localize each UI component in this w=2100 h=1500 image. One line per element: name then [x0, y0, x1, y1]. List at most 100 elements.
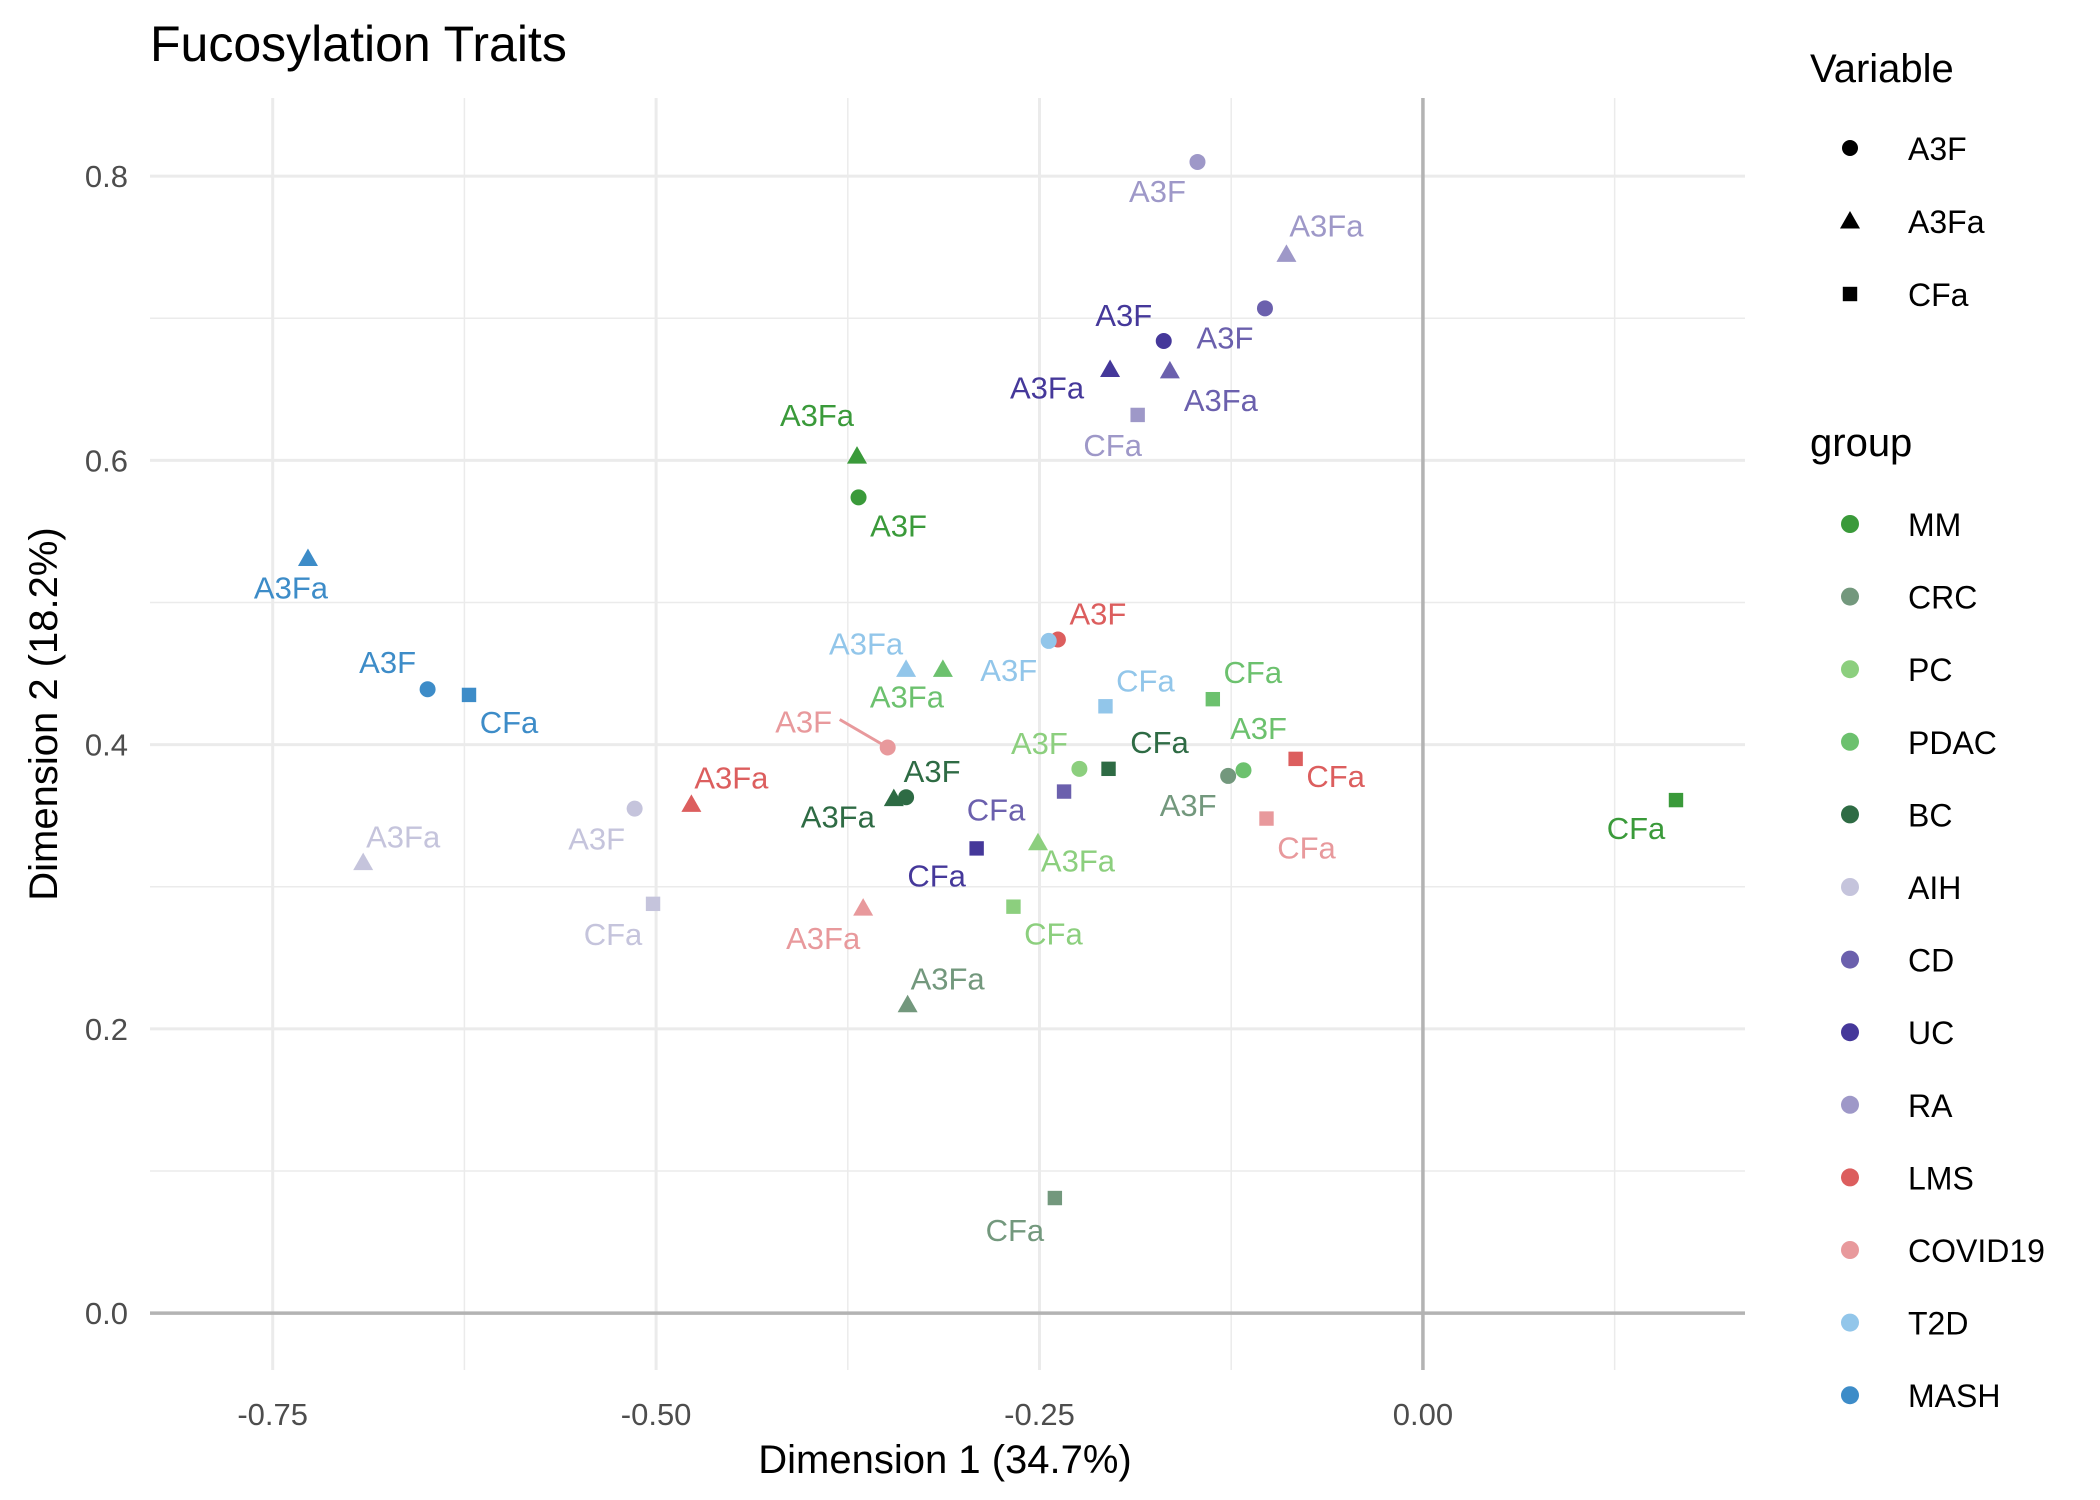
- legend-group-label: T2D: [1908, 1306, 1968, 1342]
- point-uc-cfa: [969, 841, 984, 856]
- label-leader-line: [838, 718, 889, 749]
- y-tick-label: 0.6: [85, 443, 128, 478]
- legend-key-mm: [1841, 515, 1859, 533]
- chart-title: Fucosylation Traits: [150, 16, 567, 72]
- y-tick-label: 0.8: [85, 159, 128, 194]
- point-label: A3Fa: [870, 679, 945, 714]
- point-bc-cfa: [1101, 761, 1116, 777]
- point-mm-cfa: [1668, 792, 1684, 808]
- point-cd-a3f: [1256, 300, 1273, 317]
- point-label: CFa: [1224, 655, 1283, 690]
- legend-key-pc: [1841, 660, 1859, 679]
- legend-group-label: MM: [1908, 507, 1961, 543]
- point-labels-layer: A3FA3FaCFaA3FA3FaCFaA3FA3FaCFaA3FA3FaCFa…: [254, 174, 1666, 1248]
- point-label: A3F: [775, 705, 832, 740]
- point-aih-a3fa: [353, 852, 374, 871]
- points-layer: [297, 153, 1684, 1206]
- legend-key-uc: [1841, 1023, 1859, 1042]
- point-label: CFa: [986, 1213, 1045, 1248]
- point-cd-a3fa: [1159, 360, 1180, 379]
- legend-variable: Variable A3F A3Fa CFa: [1810, 47, 1985, 313]
- point-bc-a3fa: [883, 788, 904, 807]
- point-label: A3Fa: [1289, 208, 1364, 243]
- legend-key-bc: [1841, 805, 1859, 824]
- point-mash-a3f: [419, 681, 436, 698]
- point-mash-a3fa: [297, 548, 318, 566]
- point-label: CFa: [1607, 811, 1666, 846]
- legend-group-label: CRC: [1908, 580, 1977, 616]
- point-lms-cfa: [1288, 751, 1303, 767]
- point-label: A3Fa: [801, 800, 876, 835]
- point-pc-cfa: [1006, 899, 1021, 914]
- legend-key-pdac: [1841, 732, 1859, 751]
- legend-key-lms: [1841, 1168, 1859, 1187]
- legend-group-label: CD: [1908, 943, 1954, 979]
- point-label: A3Fa: [780, 398, 855, 433]
- point-label: A3F: [1129, 174, 1186, 209]
- point-t2d-a3fa: [896, 659, 917, 677]
- legend-key-mash: [1841, 1386, 1859, 1405]
- legend-group-label: UC: [1908, 1015, 1954, 1051]
- point-label: A3Fa: [694, 760, 769, 795]
- point-pc-a3fa: [1027, 832, 1048, 851]
- label-leaders: [838, 718, 889, 749]
- legend-key-cd: [1841, 950, 1859, 969]
- legend-group-label: PDAC: [1908, 725, 1997, 761]
- point-label: A3F: [1230, 711, 1287, 746]
- point-label: A3F: [904, 754, 961, 789]
- point-crc-a3fa: [897, 994, 918, 1013]
- y-tick-label: 0.0: [85, 1296, 128, 1331]
- point-lms-a3fa: [681, 794, 702, 812]
- point-label: A3F: [568, 822, 625, 857]
- legend-group-label: PC: [1908, 652, 1952, 688]
- point-ra-cfa: [1130, 407, 1145, 423]
- point-label: CFa: [1083, 428, 1142, 463]
- point-label: A3Fa: [911, 962, 986, 997]
- point-label: CFa: [967, 793, 1026, 828]
- point-aih-cfa: [645, 896, 661, 912]
- point-t2d-a3f: [1040, 632, 1057, 649]
- point-label: CFa: [907, 858, 966, 893]
- legend-group-label: BC: [1908, 797, 1952, 833]
- point-label: A3F: [1197, 320, 1254, 355]
- y-tick-label: 0.2: [85, 1012, 128, 1047]
- point-aih-a3f: [626, 800, 643, 817]
- legend-group-label: COVID19: [1908, 1233, 2045, 1269]
- x-tick-label: 0.00: [1393, 1397, 1453, 1432]
- point-mm-a3fa: [847, 446, 868, 464]
- point-label: A3F: [1069, 596, 1126, 631]
- legend-key-a3f: [1842, 140, 1858, 156]
- legend-key-a3fa: [1840, 211, 1860, 229]
- point-pdac-a3fa: [932, 659, 953, 677]
- point-label: A3F: [1160, 788, 1217, 823]
- point-pdac-a3f: [1235, 762, 1252, 779]
- legend-key-aih: [1841, 878, 1859, 896]
- point-label: CFa: [1277, 831, 1336, 866]
- point-mm-a3f: [850, 489, 867, 506]
- x-axis-title: Dimension 1 (34.7%): [758, 1438, 1132, 1482]
- point-label: A3Fa: [786, 921, 861, 956]
- legend-group: group MM CRC PC PDAC BC AIH CD UC RA LMS COVID19 T2…: [1810, 421, 2045, 1414]
- legend-key-covid19: [1841, 1241, 1859, 1259]
- point-label: A3F: [1011, 726, 1068, 761]
- tick-labels-layer: -0.75 -0.50 -0.25 0.00 0.0 0.2 0.4 0.6 0.8: [85, 159, 1453, 1432]
- point-label: A3Fa: [829, 626, 904, 661]
- grid-layer: [150, 98, 1745, 1370]
- x-tick-label: -0.25: [1004, 1397, 1075, 1432]
- zero-lines: [150, 98, 1745, 1370]
- legend-variable-label: A3Fa: [1908, 204, 1985, 240]
- legend-group-label: LMS: [1908, 1160, 1974, 1196]
- point-covid19-a3f: [879, 739, 896, 756]
- point-label: A3Fa: [1010, 370, 1085, 405]
- point-label: CFa: [1130, 725, 1189, 760]
- legend-group-label: MASH: [1908, 1378, 2000, 1414]
- point-mash-cfa: [461, 687, 477, 703]
- legend-group-label: RA: [1908, 1088, 1953, 1124]
- legend-key-ra: [1841, 1095, 1859, 1114]
- point-ra-a3fa: [1276, 244, 1297, 262]
- point-uc-a3f: [1155, 333, 1172, 350]
- legend-group-label: AIH: [1908, 870, 1961, 906]
- point-pdac-cfa: [1205, 691, 1221, 707]
- y-axis-title: Dimension 2 (18.2%): [22, 527, 66, 901]
